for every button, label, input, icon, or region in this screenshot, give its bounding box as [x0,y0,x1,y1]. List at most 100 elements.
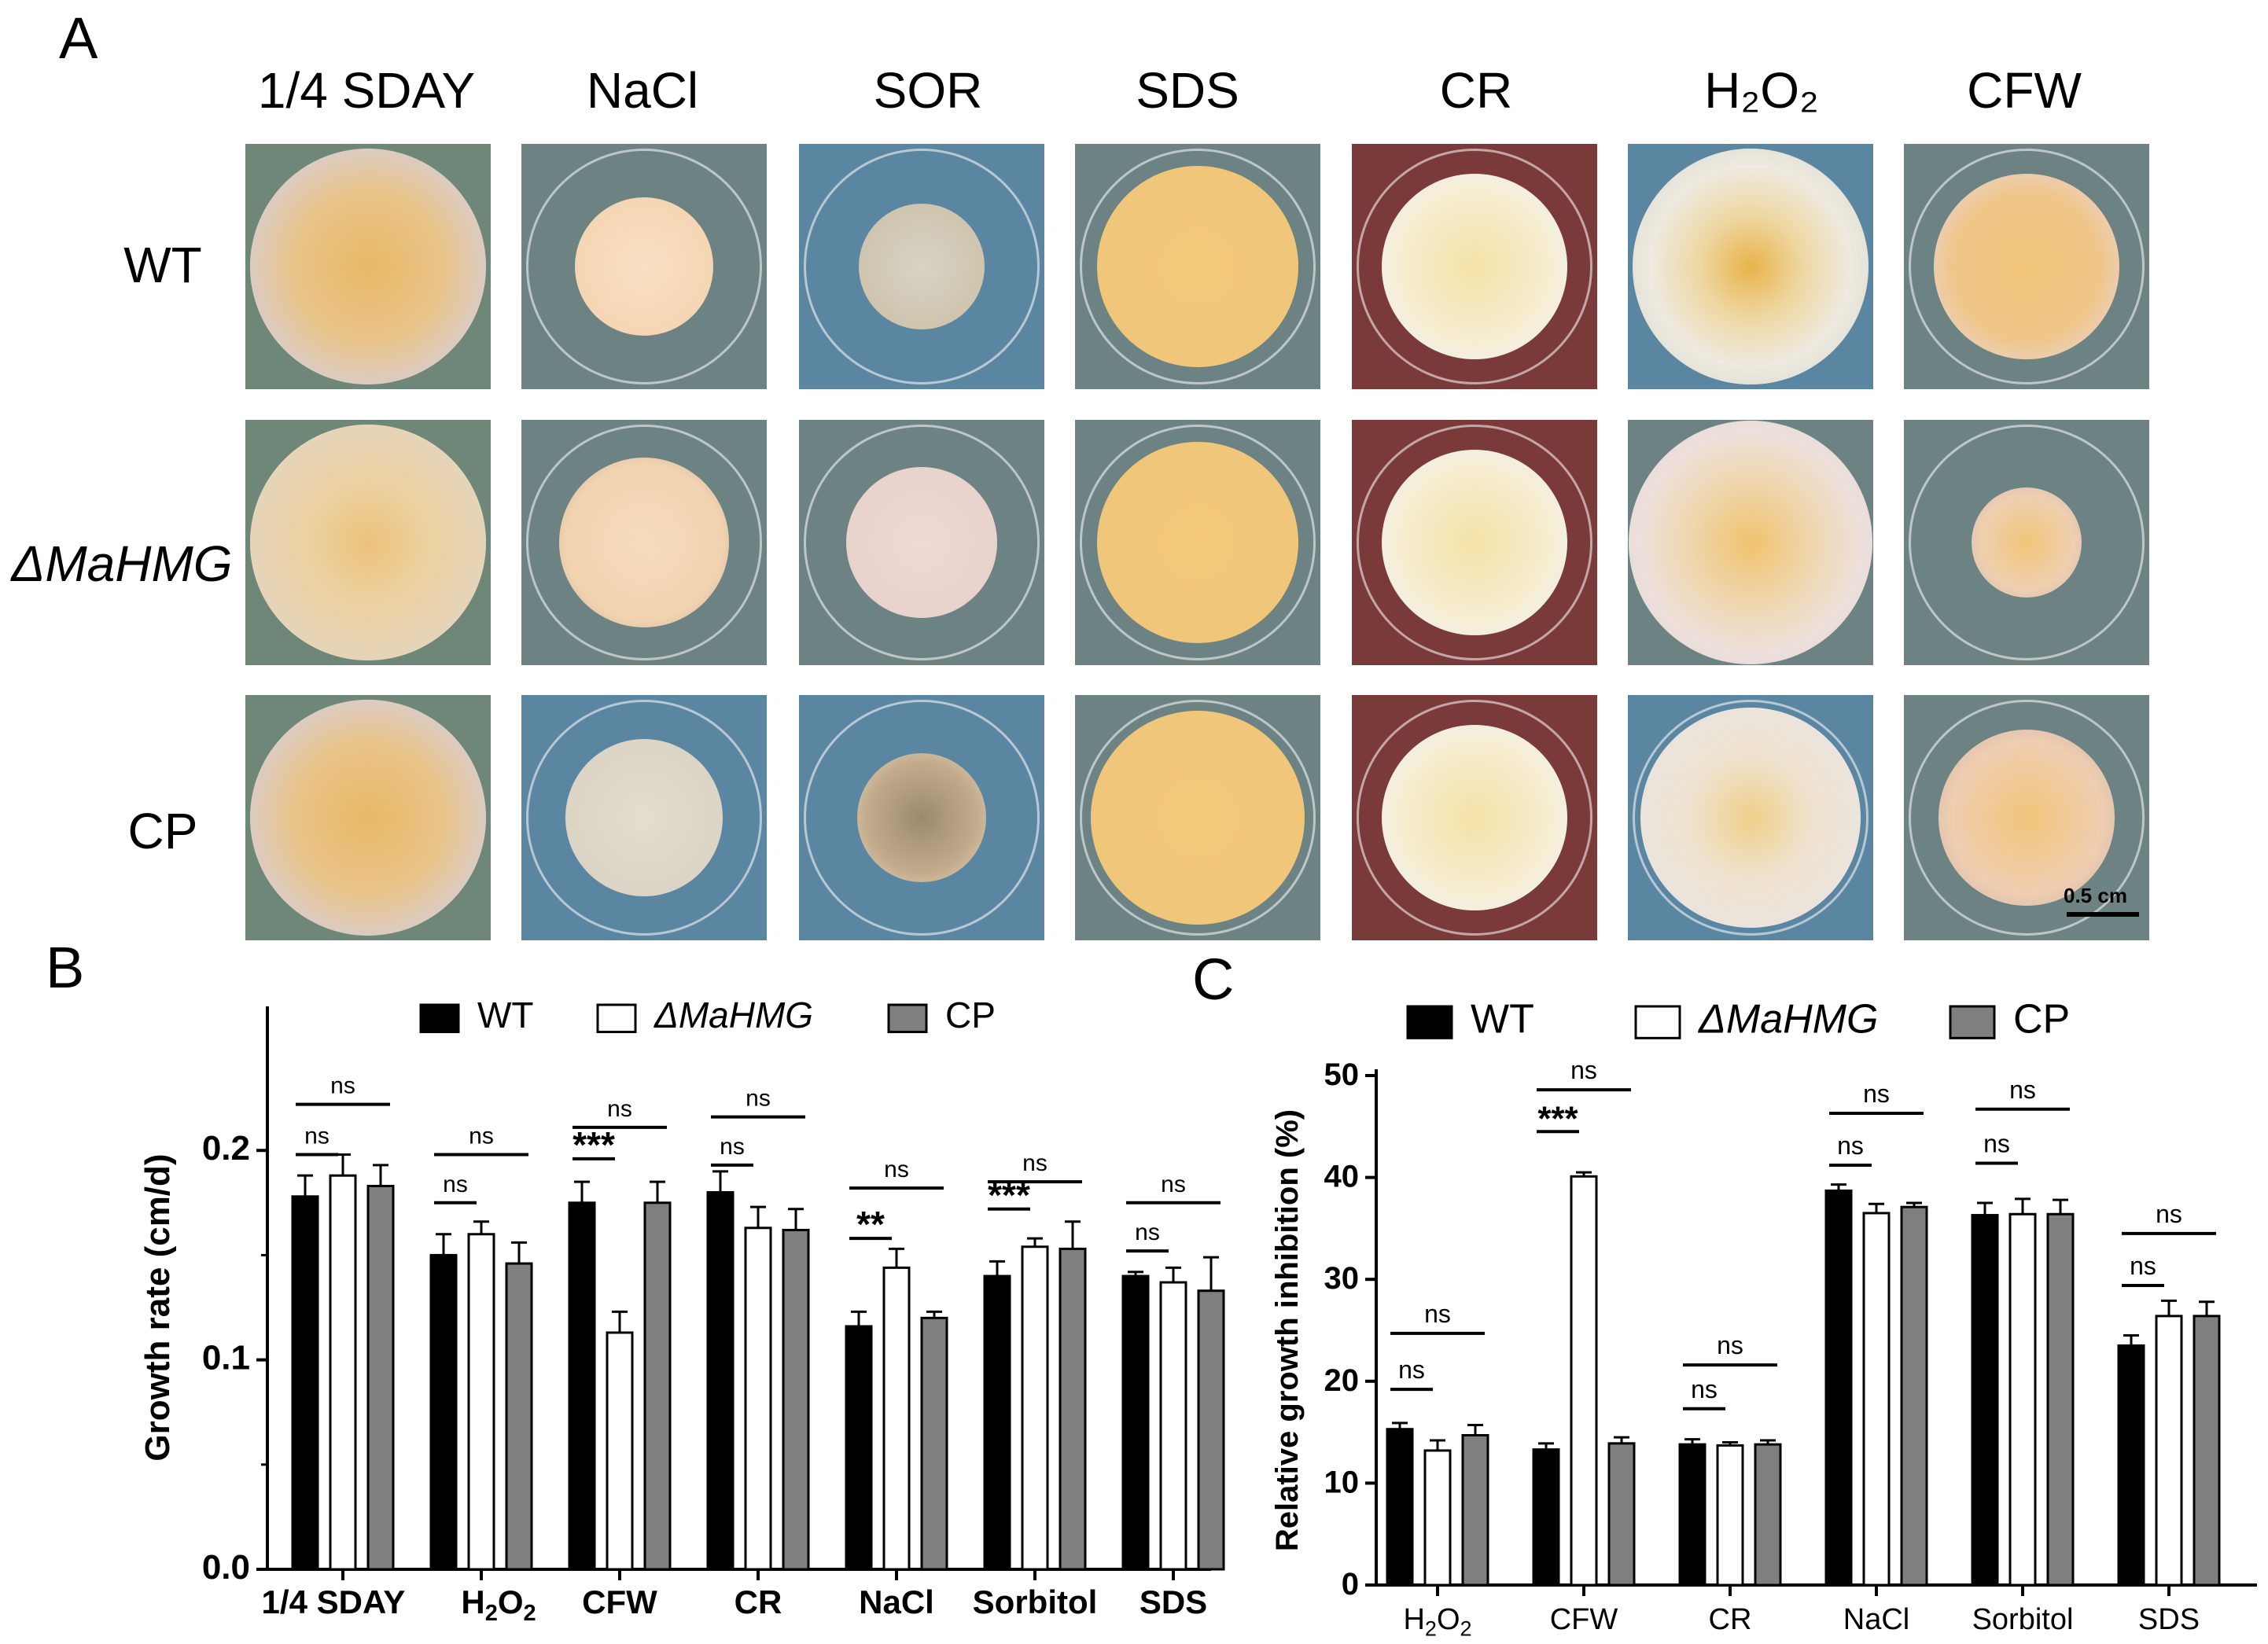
significance-label: ns [443,1171,468,1197]
col-header-sor: SOR [873,62,983,119]
bar-CP-0 [366,1184,395,1571]
y-tick-label: 0.1 [202,1339,250,1377]
x-tick-label: H2O2 [1403,1603,1471,1640]
bar-ΔMaHMG-2 [606,1331,634,1571]
legend-label-2: CP [2013,997,2070,1043]
significance-label: ns [884,1157,909,1182]
bar-CP-4 [2046,1212,2075,1587]
bar-CP-1 [1607,1442,1636,1587]
significance-label: ns [469,1124,494,1149]
bar-ΔMaHMG-6 [1159,1281,1187,1571]
plate-photo-wt-h2o2 [1628,144,1873,389]
col-header-nacl: NaCl [586,62,699,119]
legend-label-0: WT [1471,997,1534,1043]
row-header-mahmg: ΔMaHMG [11,535,233,592]
bar-CP-0 [1461,1433,1489,1587]
y-axis-title: Growth rate (cm/d) [138,1153,177,1461]
y-tick-label: 40 [1324,1160,1360,1194]
bar-ΔMaHMG-5 [2155,1315,2183,1587]
bar-CP-1 [505,1262,533,1571]
significance-label: *** [1537,1099,1578,1138]
y-tick-label: 0.2 [202,1129,250,1168]
bar-WT-5 [983,1274,1011,1571]
legend-swatch-1 [1634,1005,1681,1039]
y-tick-label: 0.0 [202,1548,250,1587]
bar-WT-2 [568,1201,596,1571]
bar-WT-0 [1386,1428,1414,1587]
x-tick-label: 1/4 SDAY [262,1583,406,1620]
plate-photo-cp-sor [799,695,1044,940]
bar-CP-6 [1197,1289,1225,1571]
plate-photo-mahmg-sor [799,420,1044,665]
plate-photo-cp-sday [245,695,491,940]
bar-WT-6 [1121,1274,1150,1571]
significance-label: ns [607,1096,632,1122]
significance-label: ns [1863,1079,1890,1108]
x-tick-label: NaCl [1843,1603,1909,1636]
legend-label-1: ΔMaHMG [1697,997,1878,1043]
col-header-sds: SDS [1136,62,1239,119]
plate-photo-cp-cfw [1904,695,2149,940]
plate-photo-wt-sday [245,144,491,389]
significance-label: ns [1022,1150,1047,1176]
y-tick-label: 0 [1342,1567,1359,1602]
y-tick-label: 30 [1324,1261,1360,1296]
plate-photo-mahmg-cr [1352,420,1597,665]
bar-WT-5 [2117,1344,2145,1587]
significance-label: ns [1717,1331,1743,1359]
plate-photo-wt-nacl [521,144,767,389]
x-tick-label: CFW [582,1583,657,1620]
significance-label: ns [1983,1129,2010,1157]
scale-bar-label: 0.5 cm [2064,884,2127,907]
legend-label-1: ΔMaHMG [654,995,813,1035]
significance-label: ns [1837,1131,1864,1160]
bar-ΔMaHMG-1 [1570,1175,1598,1587]
plate-photo-cp-nacl [521,695,767,940]
panel-a-label: A [59,6,98,71]
bar-ΔMaHMG-1 [467,1233,495,1571]
x-tick-label: Sorbitol [973,1583,1098,1620]
x-tick-label: SDS [1140,1583,1207,1620]
bar-WT-2 [1678,1443,1707,1587]
x-tick-label: Sorbitol [1972,1603,2074,1636]
bar-CP-3 [782,1228,810,1571]
x-tick-label: NaCl [859,1583,934,1620]
significance-label: ns [304,1124,330,1149]
significance-label: ns [2009,1076,2036,1104]
bar-ΔMaHMG-0 [329,1174,357,1571]
legend-swatch-1 [596,1003,637,1034]
x-tick-label: CR [735,1583,782,1620]
plate-photo-wt-sds [1075,144,1320,389]
significance-label: ns [720,1134,745,1160]
significance-label: ns [2130,1252,2156,1280]
bar-ΔMaHMG-5 [1021,1245,1049,1571]
row-header-cp: CP [127,803,198,859]
bar-CP-2 [1754,1443,1782,1587]
plate-photo-mahmg-sds [1075,420,1320,665]
bar-WT-1 [429,1253,458,1571]
plate-photo-cp-h2o2 [1628,695,1873,940]
panel-c-label: C [1192,947,1235,1012]
legend-swatch-2 [1949,1005,1996,1039]
significance-label: ns [330,1073,355,1099]
bar-WT-4 [845,1325,873,1571]
plate-photo-mahmg-sday [245,420,491,665]
growth-rate-chart: 0.0 0.1 0.2 Growth rate (cm/d) 1/4 SDAY H2O2 C… [138,995,1225,1626]
bar-WT-3 [706,1190,735,1571]
bar-CP-5 [2193,1315,2221,1587]
bar-WT-3 [1824,1189,1853,1587]
significance-label: ns [1161,1171,1186,1197]
plate-photo-mahmg-nacl [521,420,767,665]
x-tick-label: H2O2 [461,1583,536,1626]
panel-b-label: B [46,935,85,1000]
significance-label: ns [1135,1219,1160,1245]
significance-label: ns [2156,1200,2182,1228]
legend-swatch-0 [419,1003,460,1034]
col-header-h2o2: H₂O₂ [1704,62,1819,119]
bar-ΔMaHMG-2 [1716,1444,1744,1587]
plate-photo-wt-sor [799,144,1044,389]
bar-CP-3 [1900,1205,1928,1587]
relative-inhibition-chart: 0 10 20 30 40 50 Relative growth inhibition (%… [1270,997,2257,1640]
significance-label: ns [1570,1056,1597,1084]
legend-label-0: WT [477,995,534,1035]
